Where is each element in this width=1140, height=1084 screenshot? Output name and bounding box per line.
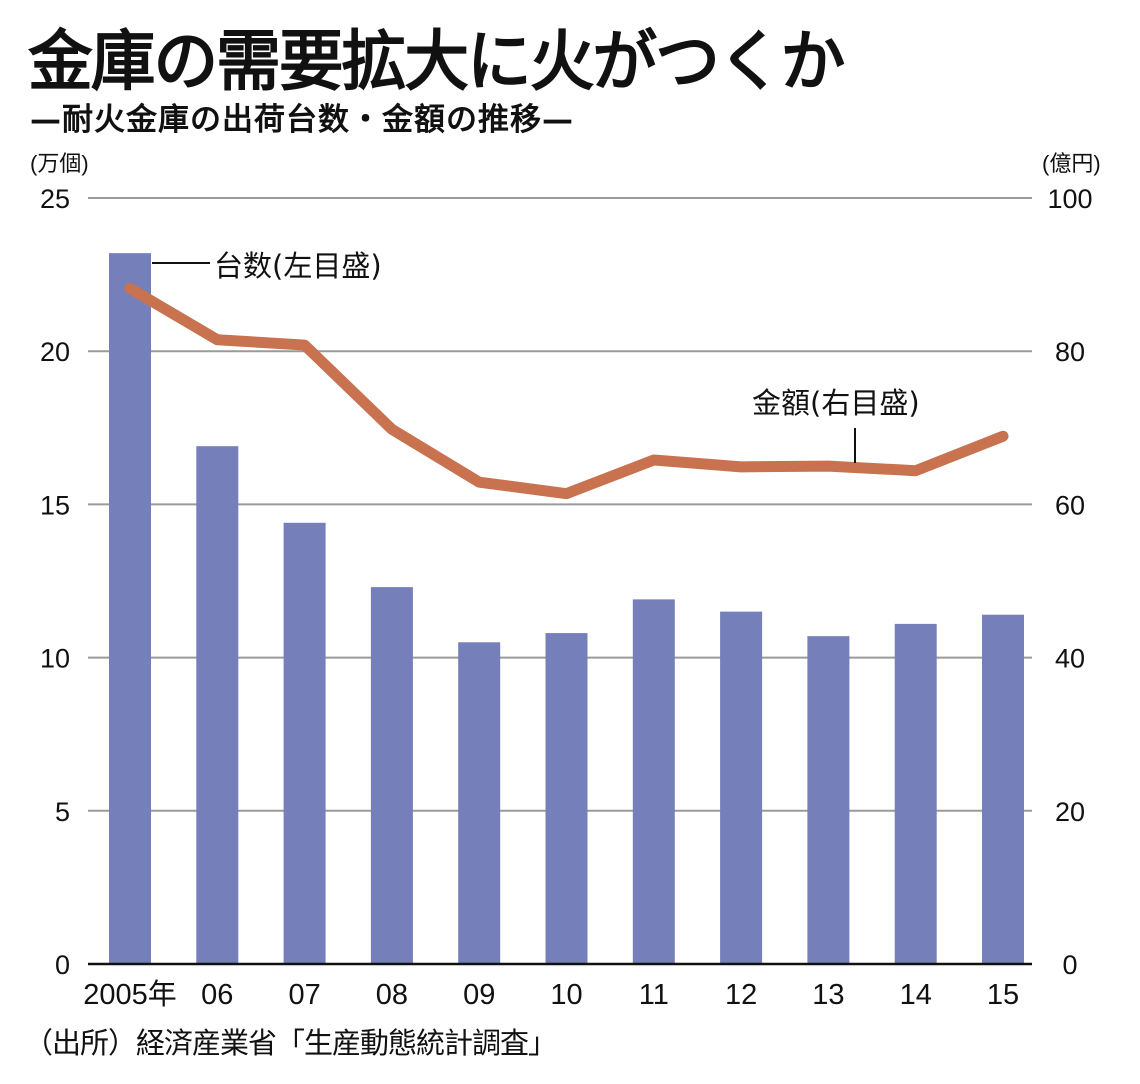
axes: 0 5 10 15 20 25 0 20 40 60 80 100 2005年 06 07 08 09 10 11 1… [40, 184, 1093, 1011]
left-axis-tick-label: 0 [55, 950, 70, 980]
left-axis-tick-label: 5 [55, 797, 70, 827]
x-axis-tick-label: 11 [639, 979, 669, 1011]
bar [807, 636, 850, 964]
bar [982, 614, 1024, 964]
left-axis-tick-label: 10 [40, 644, 70, 674]
left-axis-tick-label: 20 [40, 337, 70, 367]
bar [545, 633, 588, 964]
x-axis-tick-label: 12 [725, 979, 757, 1011]
x-axis-tick-label: 10 [550, 979, 582, 1011]
line-series [124, 282, 1009, 500]
bar [370, 587, 413, 964]
bar [720, 611, 763, 964]
right-axis-unit-label: (億円) [1042, 151, 1101, 176]
left-axis-tick-label: 25 [40, 184, 70, 214]
left-axis-tick-label: 15 [40, 490, 70, 520]
annotations: 台数(左目盛) 金額(右目盛) [152, 249, 920, 463]
right-axis-tick-label: 80 [1055, 337, 1085, 367]
right-axis-tick-label: 100 [1047, 184, 1092, 214]
x-axis-tick-label: 13 [812, 979, 844, 1011]
chart-title: 金庫の需要拡大に火がつくか [28, 22, 845, 100]
right-axis-tick-label: 40 [1055, 644, 1085, 674]
x-axis-tick-label: 09 [463, 979, 495, 1011]
annotation-amount-label: 金額(右目盛) [752, 386, 920, 420]
bar [632, 599, 675, 964]
right-axis-tick-label: 0 [1062, 950, 1077, 980]
bar [458, 642, 501, 964]
source-note: （出所）経済産業省「生産動態統計調査」 [24, 1026, 557, 1060]
bar [283, 522, 326, 964]
x-axis-tick-label: 15 [987, 979, 1019, 1011]
bar-series [109, 253, 1024, 965]
x-axis-tick-label: 08 [376, 979, 408, 1011]
right-axis-tick-label: 60 [1055, 490, 1085, 520]
right-axis-tick-label: 20 [1055, 797, 1085, 827]
bar [894, 623, 937, 964]
x-axis-tick-label: 07 [288, 979, 320, 1011]
x-axis-tick-label: 06 [201, 979, 233, 1011]
chart-subtitle: —耐火金庫の出荷台数・金額の推移— [30, 102, 574, 138]
x-axis-tick-label: 14 [900, 979, 932, 1011]
bar [196, 446, 239, 965]
x-axis-tick-label: 2005年 [83, 978, 177, 1011]
left-axis-unit-label: (万個) [30, 151, 89, 176]
bar [109, 253, 151, 965]
annotation-count-label: 台数(左目盛) [214, 249, 382, 283]
